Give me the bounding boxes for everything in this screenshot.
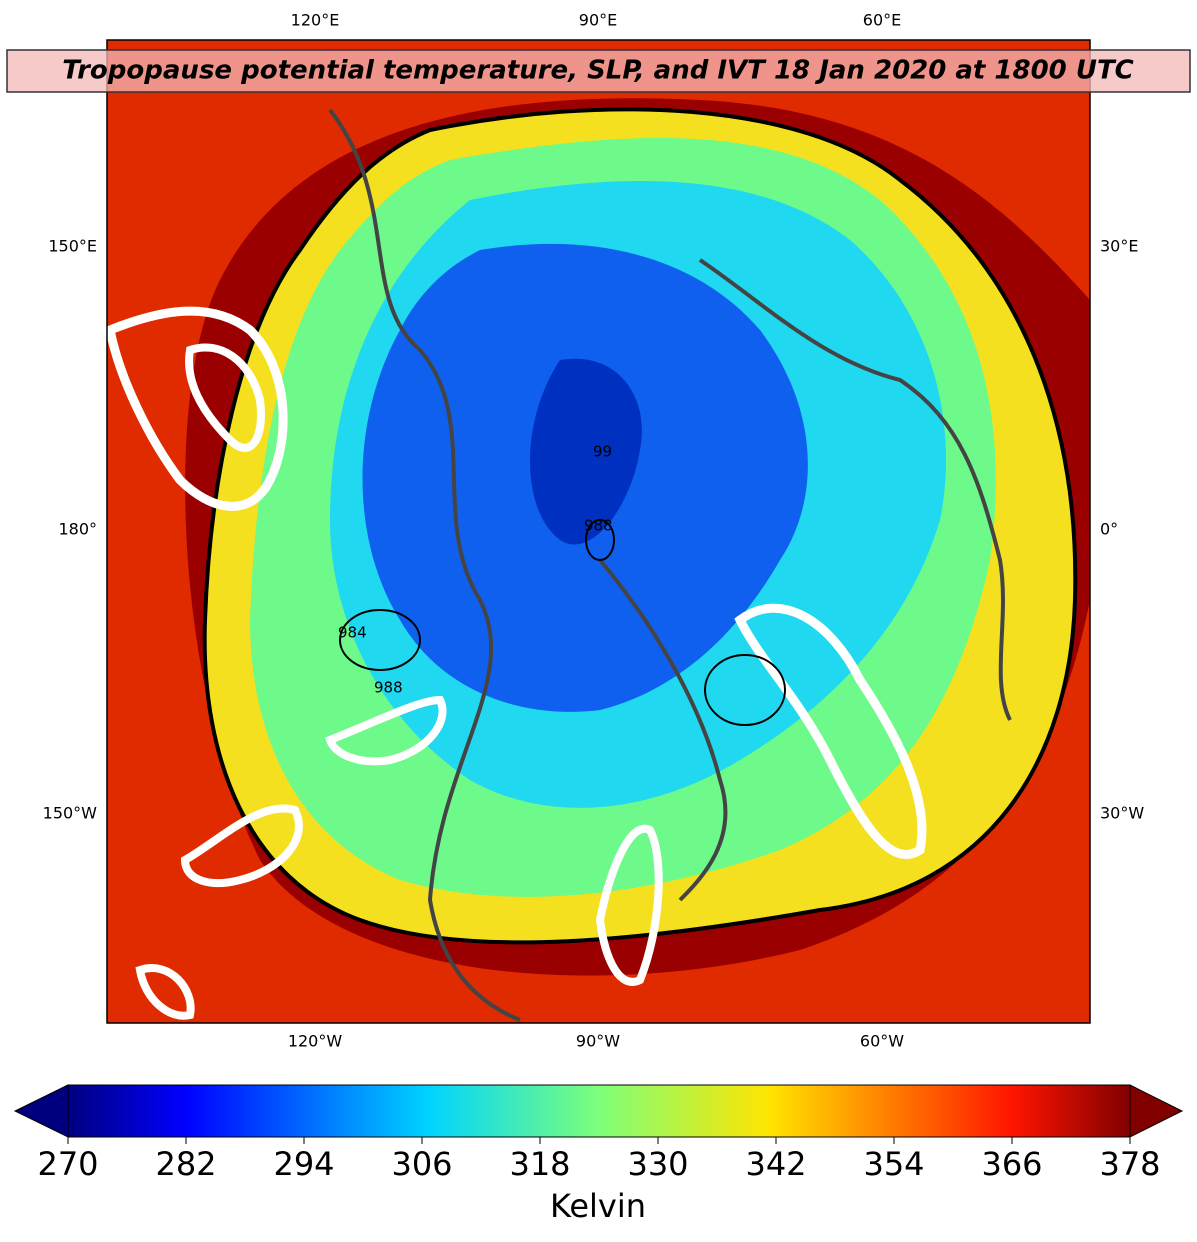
colorbar-tick-label: 306 bbox=[391, 1145, 452, 1183]
title: Tropopause potential temperature, SLP, a… bbox=[62, 56, 1134, 86]
contour-label: 988 bbox=[584, 517, 613, 535]
colorbar-tick-label: 366 bbox=[981, 1145, 1042, 1183]
map-frame bbox=[106, 39, 1091, 1024]
contour-label: 988 bbox=[374, 679, 403, 697]
colorbar-tick-label: 294 bbox=[273, 1145, 334, 1183]
lon-label: 150°W bbox=[43, 804, 98, 823]
colorbar-tick-label: 342 bbox=[745, 1145, 806, 1183]
lon-label: 60°W bbox=[860, 1032, 904, 1051]
lon-label: 30°W bbox=[1100, 804, 1144, 823]
lon-label: 30°E bbox=[1100, 237, 1138, 256]
colorbar-tick-label: 330 bbox=[627, 1145, 688, 1183]
colorbar bbox=[67, 1084, 1131, 1138]
lon-label: 150°E bbox=[48, 237, 97, 256]
colorbar-extend-low bbox=[13, 1084, 69, 1138]
map: 988 984 99 988 bbox=[107, 40, 1090, 1023]
colorbar-tick-label: 318 bbox=[509, 1145, 570, 1183]
colorbar-tick-label: 354 bbox=[863, 1145, 924, 1183]
colorbar-tick-label: 282 bbox=[155, 1145, 216, 1183]
lon-label: 60°E bbox=[863, 11, 901, 30]
contour-label: 99 bbox=[593, 443, 612, 461]
colorbar-label: Kelvin bbox=[550, 1187, 646, 1225]
lon-label: 180° bbox=[58, 520, 97, 539]
lon-label: 120°W bbox=[288, 1032, 343, 1051]
colorbar-tick-label: 378 bbox=[1099, 1145, 1160, 1183]
contour-label: 984 bbox=[338, 624, 367, 642]
colorbar-tick-label: 270 bbox=[37, 1145, 98, 1183]
lon-label: 90°W bbox=[576, 1032, 620, 1051]
title-box bbox=[6, 49, 1191, 93]
lon-label: 120°E bbox=[291, 11, 340, 30]
lon-label: 0° bbox=[1100, 520, 1118, 539]
colorbar-extend-high bbox=[1129, 1084, 1184, 1138]
lon-label: 90°E bbox=[579, 11, 617, 30]
